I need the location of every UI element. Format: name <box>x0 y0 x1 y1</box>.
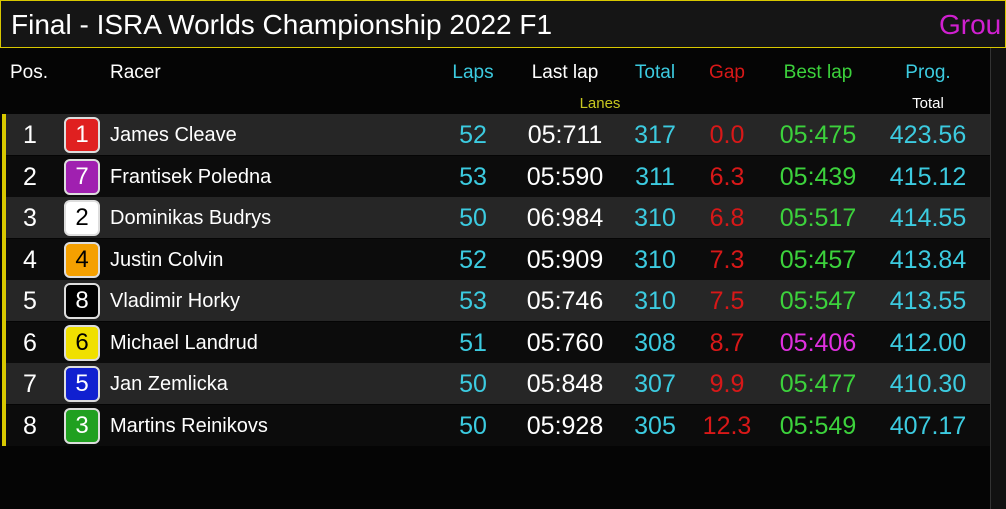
title-bar: Final - ISRA Worlds Championship 2022 F1… <box>0 0 1006 48</box>
racer-name: Frantisek Poledna <box>110 165 272 188</box>
side-panel <box>990 48 1006 509</box>
sub-header: Lanes <box>579 95 621 112</box>
position: 8 <box>23 411 37 440</box>
total: 305 <box>634 411 676 440</box>
total: 310 <box>634 204 676 232</box>
progress: 413.55 <box>889 287 967 315</box>
total: 311 <box>635 162 675 191</box>
best-lap: 05:475 <box>779 121 857 149</box>
laps: 50 <box>459 370 487 398</box>
sub-header: Total <box>912 95 944 112</box>
gap: 6.3 <box>709 162 745 191</box>
position: 5 <box>23 287 37 315</box>
position: 7 <box>23 370 37 398</box>
racer-name: Jan Zemlicka <box>110 373 228 395</box>
table-row: 3 2 Dominikas Budrys 50 06:984 310 6.8 05:517 41… <box>6 197 990 238</box>
column-header: Pos. <box>10 62 49 83</box>
total: 317 <box>634 121 676 149</box>
best-lap: 05:547 <box>779 287 857 315</box>
laps: 50 <box>459 411 487 440</box>
column-header: Total <box>634 62 676 83</box>
table-row: 5 8 Vladimir Horky 53 05:746 310 7.5 05:547 413.… <box>6 280 990 321</box>
laps: 51 <box>459 328 487 357</box>
best-lap: 05:477 <box>779 370 857 398</box>
best-lap: 05:517 <box>779 204 857 232</box>
position: 6 <box>23 328 37 357</box>
progress: 414.55 <box>889 204 967 232</box>
lane-badge: 6 <box>64 324 100 361</box>
gap: 9.9 <box>709 370 745 398</box>
total: 310 <box>634 245 676 274</box>
best-lap: 05:457 <box>779 245 857 274</box>
laps: 52 <box>459 245 487 274</box>
position: 4 <box>23 245 37 274</box>
laps: 52 <box>459 121 487 149</box>
lane-badge: 3 <box>64 407 100 444</box>
last-lap: 05:746 <box>526 287 604 315</box>
last-lap: 05:590 <box>526 162 604 191</box>
position: 3 <box>23 204 37 232</box>
lane-badge: 1 <box>64 117 100 153</box>
column-header: Prog. <box>905 62 951 83</box>
last-lap: 05:928 <box>526 411 604 440</box>
best-lap: 05:549 <box>779 411 857 440</box>
gap: 12.3 <box>702 411 752 440</box>
racer-name: Dominikas Budrys <box>110 207 272 229</box>
lane-badge: 7 <box>64 158 100 195</box>
progress: 410.30 <box>889 370 967 398</box>
total: 308 <box>634 328 676 357</box>
progress: 415.12 <box>889 162 967 191</box>
last-lap: 06:984 <box>526 204 604 232</box>
gap: 8.7 <box>709 328 745 357</box>
gap: 7.3 <box>709 245 745 274</box>
column-header: Laps <box>452 62 494 83</box>
progress: 407.17 <box>889 411 967 440</box>
racer-name: Vladimir Horky <box>110 290 241 312</box>
racer-name: Justin Colvin <box>110 248 224 271</box>
lane-badge: 5 <box>64 366 100 402</box>
progress: 423.56 <box>889 121 967 149</box>
total: 307 <box>634 370 676 398</box>
title: Final - ISRA Worlds Championship 2022 F1 <box>11 9 553 40</box>
lane-badge: 8 <box>64 283 100 319</box>
table-row: 4 4 Justin Colvin 52 05:909 310 7.3 05:457 413.8… <box>6 238 990 280</box>
last-lap: 05:711 <box>527 121 603 149</box>
table-row: 1 1 James Cleave 52 05:711 317 0.0 05:475 423.56 <box>6 114 990 155</box>
last-lap: 05:760 <box>526 328 604 357</box>
position: 2 <box>23 162 37 191</box>
position: 1 <box>23 121 37 149</box>
best-lap: 05:439 <box>779 162 857 191</box>
column-header: Best lap <box>783 62 853 83</box>
accent-bar <box>2 114 6 446</box>
best-lap: 05:406 <box>779 328 857 357</box>
gap: 6.8 <box>709 204 745 232</box>
table-row: 7 5 Jan Zemlicka 50 05:848 307 9.9 05:477 410.30 <box>6 363 990 404</box>
column-header: Last lap <box>531 62 599 83</box>
lane-badge: 4 <box>64 241 100 278</box>
column-header: Gap <box>709 62 745 83</box>
total: 310 <box>634 287 676 315</box>
laps: 50 <box>459 204 487 232</box>
last-lap: 05:848 <box>526 370 604 398</box>
column-header: Racer <box>110 62 161 83</box>
table-row: 6 6 Michael Landrud 51 05:760 308 8.7 05:406 412… <box>6 321 990 363</box>
gap: 0.0 <box>709 121 745 149</box>
progress: 412.00 <box>889 328 967 357</box>
progress: 413.84 <box>889 245 967 274</box>
table-row: 2 7 Frantisek Poledna 53 05:590 311 6.3 05:439 4… <box>6 155 990 197</box>
laps: 53 <box>459 287 487 315</box>
gap: 7.5 <box>709 287 745 315</box>
group-label: Grou <box>939 9 1002 40</box>
racer-name: Martins Reinikovs <box>110 414 268 437</box>
last-lap: 05:909 <box>526 245 604 274</box>
laps: 53 <box>459 162 487 191</box>
table-row: 8 3 Martins Reinikovs 50 05:928 305 12.3 05:549… <box>6 404 990 446</box>
racer-name: Michael Landrud <box>110 331 258 354</box>
lane-badge: 2 <box>64 200 100 236</box>
racer-name: James Cleave <box>110 124 237 146</box>
